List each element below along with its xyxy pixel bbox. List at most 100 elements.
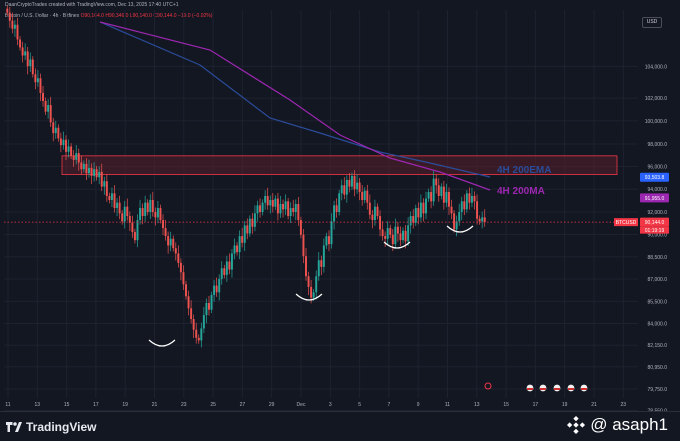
candle-body xyxy=(284,201,287,210)
candle-body xyxy=(305,256,307,277)
candle-body xyxy=(241,236,244,243)
candle-body xyxy=(394,226,397,245)
candle-body xyxy=(210,294,213,310)
candle-body xyxy=(322,245,325,267)
candle-body xyxy=(289,208,292,217)
x-tick-label: 23 xyxy=(621,402,627,408)
candle-body xyxy=(460,201,463,213)
candle-body xyxy=(213,285,216,295)
candle-body xyxy=(49,104,52,123)
candle-body xyxy=(95,169,98,178)
candle-body xyxy=(448,191,450,207)
price-tag xyxy=(640,193,669,203)
x-tick-label: 17 xyxy=(93,402,99,408)
candle-body xyxy=(156,208,159,218)
candle-body xyxy=(6,8,9,13)
candle-body xyxy=(11,20,14,29)
candle-body xyxy=(419,202,422,218)
candle-body xyxy=(192,319,195,330)
candle-body xyxy=(223,268,226,275)
candle-body xyxy=(151,199,154,213)
x-tick-label: 9 xyxy=(417,402,420,408)
x-tick-label: 3 xyxy=(329,402,332,408)
candle-body xyxy=(42,92,44,101)
candle-body xyxy=(350,175,353,187)
candle-body xyxy=(154,212,157,218)
candle-body xyxy=(82,163,85,170)
candle-body xyxy=(236,245,239,253)
tradingview-icon xyxy=(6,422,22,432)
candle-body xyxy=(455,221,458,230)
candle-body xyxy=(75,153,78,160)
candle-body xyxy=(177,253,180,263)
candle-body xyxy=(269,199,272,206)
symbol-tag xyxy=(614,218,638,227)
candle-body xyxy=(317,260,320,277)
candle-body xyxy=(108,195,111,200)
x-tick-label: 13 xyxy=(35,402,41,408)
candle-body xyxy=(310,286,313,298)
candle-body xyxy=(312,292,315,298)
candle-body xyxy=(481,217,484,222)
x-tick-label: 23 xyxy=(181,402,187,408)
ema-label: 4H 200EMA xyxy=(497,165,551,176)
y-tick-label: 104,000.0 xyxy=(645,64,667,70)
y-tick-label: 102,000.0 xyxy=(645,96,667,102)
x-tick-label: 21 xyxy=(591,402,597,408)
candle-body xyxy=(264,195,267,203)
candle-body xyxy=(276,198,279,214)
x-tick-label: 21 xyxy=(152,402,158,408)
candle-body xyxy=(131,222,134,233)
y-tick-label: 85,500.0 xyxy=(648,299,668,305)
candle-body xyxy=(62,139,65,146)
price-chart[interactable]: 104,000.0 102,000.0 100,000.0 98,000.0 96,00… xyxy=(0,0,680,411)
candle-body xyxy=(70,146,73,156)
candle-body xyxy=(445,191,448,203)
candle-body xyxy=(149,199,152,213)
candle-body xyxy=(266,195,269,206)
y-tick-label: 100,000.0 xyxy=(645,119,667,125)
flag-stripe xyxy=(568,388,574,390)
y-tick-label: 87,000.0 xyxy=(648,277,668,283)
ma-200-line xyxy=(99,21,491,191)
candle-body xyxy=(292,208,295,213)
watermark-text: @ asaph1 xyxy=(590,415,668,434)
candle-body xyxy=(358,182,361,192)
candle-body xyxy=(228,261,231,270)
candle-body xyxy=(259,205,262,213)
candle-body xyxy=(24,51,27,56)
candle-body xyxy=(77,153,80,163)
candle-body xyxy=(450,206,453,214)
x-tick-label: 19 xyxy=(562,402,568,408)
candle-body xyxy=(432,178,435,202)
candle-body xyxy=(399,233,402,241)
candle-body xyxy=(174,248,177,254)
candle-body xyxy=(118,202,121,214)
candle-body xyxy=(437,185,440,196)
y-tick-label: 94,000.0 xyxy=(648,187,668,193)
y-tick-label: 88,500.0 xyxy=(648,255,668,261)
candle-body xyxy=(230,253,233,270)
candle-body xyxy=(376,206,379,217)
candle-body xyxy=(302,234,305,257)
candle-body xyxy=(282,204,284,210)
candle-body xyxy=(26,51,29,67)
y-tick-label: 90,000.0 xyxy=(648,232,668,238)
candle-body xyxy=(233,245,236,254)
candle-body xyxy=(182,272,185,285)
annotation-curve xyxy=(148,339,176,347)
candle-body xyxy=(325,236,328,246)
price-tag-label: 90,144.0 xyxy=(645,220,665,226)
price-tag-label: 93,503.8 xyxy=(645,175,665,181)
candle-body xyxy=(220,268,223,279)
candle-body xyxy=(144,202,147,217)
tradingview-logo[interactable]: TradingView xyxy=(6,420,96,434)
candle-body xyxy=(483,217,486,223)
candle-body xyxy=(402,230,404,241)
candle-body xyxy=(128,216,131,223)
currency-button[interactable]: USD xyxy=(642,17,662,28)
candle-body xyxy=(307,276,310,287)
resistance-zone xyxy=(61,155,618,175)
x-tick-label: 17 xyxy=(533,402,539,408)
candle-body xyxy=(57,127,60,139)
